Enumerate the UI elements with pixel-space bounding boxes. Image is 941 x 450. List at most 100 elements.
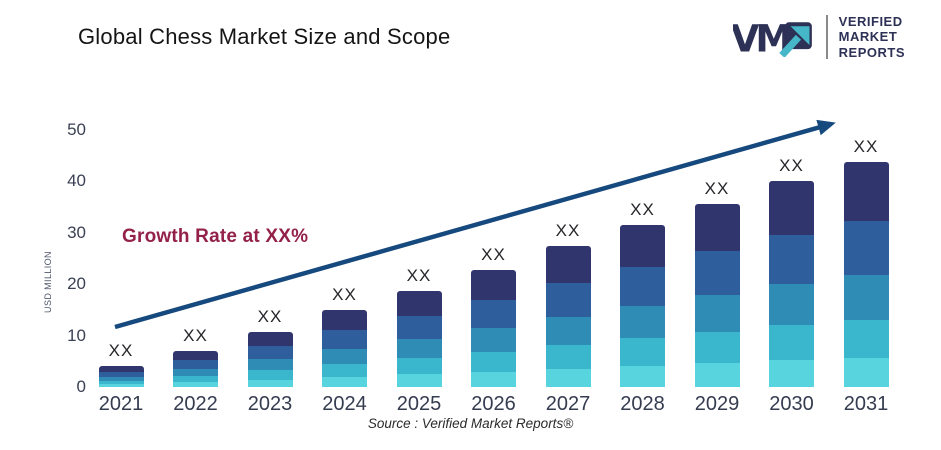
bar-2022 xyxy=(173,351,218,387)
bar-segment xyxy=(98,376,144,381)
bar-value-label: XX xyxy=(257,307,283,326)
bar-segment xyxy=(843,220,889,275)
bar-2029 xyxy=(694,203,740,387)
bar-value-label: XX xyxy=(481,244,506,264)
bar-segment xyxy=(769,325,814,361)
bar-segment xyxy=(545,282,591,317)
y-axis-tick-label: 10 xyxy=(67,325,86,345)
logo-divider xyxy=(825,14,828,59)
x-axis-tick-label: 2030 xyxy=(769,393,814,415)
bar-value-label: XX xyxy=(853,137,879,157)
bar-segment xyxy=(471,351,516,372)
bar-segment xyxy=(620,338,665,366)
bar-segment xyxy=(620,267,665,307)
bar-segment xyxy=(396,315,442,339)
bar-value-label: XX xyxy=(704,178,730,198)
bar-segment xyxy=(322,364,367,378)
x-axis-tick-label: 2023 xyxy=(247,393,293,415)
page-title: Global Chess Market Size and Scope xyxy=(78,24,451,49)
x-axis-tick-label: 2024 xyxy=(322,393,367,415)
y-axis-tick-label: 20 xyxy=(67,274,86,294)
bar-segment xyxy=(173,376,218,383)
x-axis-tick-label: 2026 xyxy=(471,393,516,415)
bar-segment xyxy=(694,203,740,252)
bar-segment xyxy=(173,351,218,361)
bar-segment xyxy=(843,357,889,387)
bar-segment xyxy=(471,371,516,387)
logo-arrow-shaft xyxy=(778,35,801,58)
bar-segment xyxy=(173,368,218,377)
bar-2031 xyxy=(843,162,889,387)
bar-segment xyxy=(322,377,367,387)
bar-value-label: XX xyxy=(332,285,357,305)
x-axis-tick-label: 2029 xyxy=(694,393,740,415)
bar-segment xyxy=(98,371,144,377)
bar-segment xyxy=(769,360,814,387)
bar-value-label: XX xyxy=(108,341,134,361)
logo-line-reports: REPORTS xyxy=(838,44,905,60)
bar-segment xyxy=(396,358,442,375)
x-axis-tick-label: 2027 xyxy=(545,393,591,415)
y-axis-tick-label: 50 xyxy=(67,120,86,139)
y-axis-tick-label: 40 xyxy=(67,171,86,191)
bar-segment xyxy=(694,251,740,296)
bar-segment xyxy=(843,274,889,320)
bar-value-label: XX xyxy=(555,221,581,241)
bar-segment xyxy=(694,331,740,364)
bar-segment xyxy=(396,374,442,387)
bar-segment xyxy=(247,346,293,360)
bar-value-label: XX xyxy=(183,326,208,346)
bar-segment xyxy=(98,380,144,385)
bar-segment xyxy=(694,363,740,387)
bar-segment xyxy=(769,234,814,285)
bar-segment xyxy=(843,319,889,358)
bar-segment xyxy=(769,284,814,326)
x-axis-tick-label: 2025 xyxy=(396,393,442,415)
bar-segment xyxy=(98,384,144,387)
vmr-logo: VM VERIFIED MARKET REPORTS xyxy=(733,14,905,60)
bar-2027 xyxy=(545,246,591,387)
bar-segment xyxy=(843,162,889,221)
bar-2030 xyxy=(769,181,814,387)
bar-segment xyxy=(247,332,293,347)
bar-segment xyxy=(173,360,218,369)
bar-segment xyxy=(471,269,516,301)
bar-segment xyxy=(620,306,665,339)
bar-segment xyxy=(247,379,293,387)
logo-line-market: MARKET xyxy=(838,29,898,45)
bar-segment xyxy=(545,246,591,283)
bar-value-label: XX xyxy=(406,265,432,285)
bar-segment xyxy=(471,300,516,329)
bar-2026 xyxy=(471,269,516,387)
bar-segment xyxy=(694,295,740,332)
bar-segment xyxy=(247,359,293,371)
bar-segment xyxy=(471,328,516,352)
logo-wordmark: VERIFIED MARKET REPORTS xyxy=(839,14,905,60)
bar-2024 xyxy=(322,310,367,387)
bar-segment xyxy=(545,344,591,369)
bar-value-label: XX xyxy=(779,156,804,176)
bar-value-label: XX xyxy=(630,200,655,220)
bar-2021 xyxy=(98,366,144,387)
logo-line-verified: VERIFIED xyxy=(838,14,903,29)
bar-2025 xyxy=(396,290,442,387)
y-axis-title: USD MILLION xyxy=(43,251,53,313)
bar-segment xyxy=(545,368,591,387)
growth-rate-label: Growth Rate at XX% xyxy=(122,226,309,247)
bar-segment xyxy=(98,366,144,372)
x-axis-tick-label: 2031 xyxy=(843,393,889,415)
x-axis-tick-label: 2021 xyxy=(98,393,144,415)
logo-arrow-head xyxy=(790,26,810,46)
y-axis-tick-label: 30 xyxy=(67,222,86,242)
bar-segment xyxy=(396,338,442,359)
x-axis-tick-label: 2022 xyxy=(173,393,218,415)
y-axis-tick-label: 0 xyxy=(76,377,86,396)
bar-segment xyxy=(769,181,814,235)
bar-segment xyxy=(247,370,293,380)
bar-2028 xyxy=(620,225,665,387)
source-caption: Source : Verified Market Reports® xyxy=(367,416,574,431)
bar-segment xyxy=(396,290,442,316)
vmr-logo-mark: VM xyxy=(733,18,812,58)
